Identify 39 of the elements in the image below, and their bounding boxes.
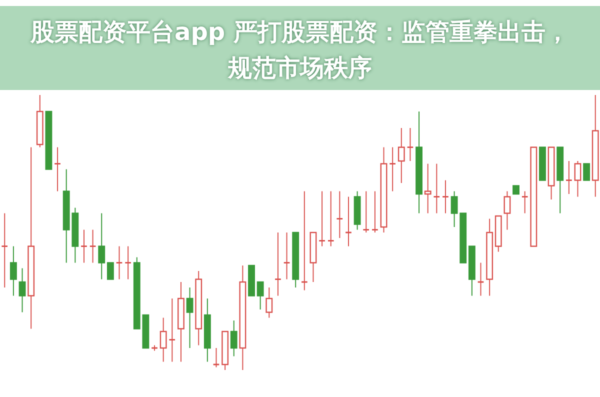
- candlestick: [18, 268, 26, 313]
- candlestick: [389, 146, 396, 192]
- candlestick: [433, 163, 440, 214]
- candlestick: [521, 190, 528, 214]
- candlestick: [300, 190, 308, 291]
- candlestick: [477, 262, 484, 296]
- candlestick: [124, 246, 132, 280]
- candlestick: [116, 246, 123, 280]
- candlestick: [406, 128, 414, 162]
- candlestick: [574, 160, 582, 198]
- candlestick: [583, 163, 590, 181]
- candlestick: [256, 281, 264, 310]
- candlestick: [318, 190, 326, 247]
- candlestick: [168, 298, 176, 362]
- candlestick: [230, 320, 238, 357]
- candlestick: [345, 196, 352, 247]
- candlestick: [283, 232, 290, 280]
- candlestick: [274, 232, 282, 296]
- candlestick: [266, 287, 273, 318]
- candlestick: [160, 317, 167, 362]
- candlestick: [106, 262, 114, 280]
- candlestick: [362, 190, 370, 233]
- candlestick: [398, 128, 405, 184]
- candlestick: [186, 287, 194, 348]
- chart-title: 股票配资平台app 严打股票配资：监管重拳出击，规范市场秩序: [29, 17, 570, 84]
- candlestick: [10, 246, 17, 296]
- candlestick: [1, 212, 8, 288]
- candlestick: [212, 348, 220, 368]
- candlestick: [89, 229, 96, 264]
- candlestick: [327, 190, 334, 247]
- candlestick: [371, 190, 378, 233]
- candlestick: [565, 160, 572, 194]
- candlestick: [80, 229, 88, 264]
- candlestick: [336, 190, 344, 238]
- candlestick: [54, 146, 61, 192]
- candlestick: [442, 180, 449, 214]
- candlestick: [98, 212, 106, 280]
- candlestick: [504, 190, 511, 230]
- candlestick: [424, 163, 432, 214]
